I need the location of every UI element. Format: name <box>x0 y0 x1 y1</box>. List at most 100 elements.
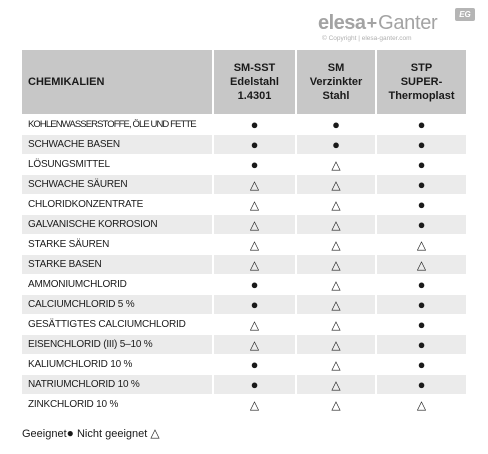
rating-sm: ● <box>295 134 376 155</box>
rating-sm: △ <box>295 294 376 315</box>
rating-sm: ● <box>295 114 376 135</box>
rating-sm: △ <box>295 274 376 295</box>
logo-copyright: © Copyright | elesa-ganter.com <box>322 35 412 42</box>
table-row: GESÄTTIGTES CALCIUMCHLORID △ △ ● <box>22 314 466 335</box>
rating-sm: △ <box>295 174 376 195</box>
rating-sm-sst: ● <box>212 114 296 135</box>
chemical-name: AMMONIUMCHLORID <box>22 274 213 295</box>
logo-badge: EG <box>455 8 475 21</box>
legend-suitable-label: Geeignet <box>22 428 67 440</box>
rating-stp: ● <box>375 354 466 375</box>
logo-brand-right: Ganter <box>378 12 438 34</box>
elesa-ganter-logo: elesa+Ganter EG © Copyright | elesa-gant… <box>318 8 478 48</box>
rating-stp: ● <box>375 154 466 175</box>
rating-sm-sst: ● <box>212 374 296 395</box>
chemical-name: GESÄTTIGTES CALCIUMCHLORID <box>22 314 213 335</box>
rating-stp: △ <box>375 394 466 414</box>
rating-sm: △ <box>295 374 376 395</box>
logo-brand-left: elesa <box>318 12 366 34</box>
rating-sm-sst: ● <box>212 274 296 295</box>
rating-stp: ● <box>375 214 466 235</box>
header-sm-sst-line: 1.4301 <box>237 90 272 102</box>
legend-unsuitable-label: Nicht geeignet <box>76 428 148 440</box>
rating-stp: ● <box>375 294 466 315</box>
rating-sm-sst: ● <box>212 134 296 155</box>
chemical-name: STARKE SÄUREN <box>22 234 213 255</box>
rating-stp: △ <box>375 234 466 255</box>
table-row: NATRIUMCHLORID 10 % ● △ ● <box>22 374 466 395</box>
header-sm-sst-line: Edelstahl <box>230 76 279 88</box>
chemical-name: LÖSUNGSMITTEL <box>22 154 213 175</box>
header-sm-line: Stahl <box>322 90 350 102</box>
table-row: SCHWACHE SÄUREN △ △ ● <box>22 174 466 195</box>
chemical-name: EISENCHLORID (III) 5–10 % <box>22 334 213 355</box>
rating-sm-sst: △ <box>212 334 296 355</box>
chemical-name: ZINKCHLORID 10 % <box>22 394 213 414</box>
header-stp: STP SUPER- Thermoplast <box>375 50 466 115</box>
table-header-row: CHEMIKALIEN SM-SST Edelstahl 1.4301 SM V… <box>22 50 466 115</box>
chemical-name: STARKE BASEN <box>22 254 213 275</box>
rating-sm-sst: △ <box>212 254 296 275</box>
rating-sm: △ <box>295 214 376 235</box>
rating-sm: △ <box>295 194 376 215</box>
chemical-name: KOHLENWASSERSTOFFE, ÖLE UND FETTE <box>22 114 213 135</box>
chemical-name: KALIUMCHLORID 10 % <box>22 354 213 375</box>
legend-suitable-icon: ● <box>66 426 74 440</box>
table-row: CHLORIDKONZENTRATE △ △ ● <box>22 194 466 215</box>
rating-sm: △ <box>295 394 376 414</box>
chemical-name: SCHWACHE BASEN <box>22 134 213 155</box>
chemical-name: GALVANISCHE KORROSION <box>22 214 213 235</box>
table-row: CALCIUMCHLORID 5 % ● △ ● <box>22 294 466 315</box>
rating-sm-sst: ● <box>212 354 296 375</box>
rating-stp: ● <box>375 274 466 295</box>
rating-sm: △ <box>295 354 376 375</box>
rating-stp: ● <box>375 194 466 215</box>
rating-stp: ● <box>375 114 466 135</box>
legend: Geeignet● Nicht geeignet △ <box>22 426 160 440</box>
rating-sm: △ <box>295 334 376 355</box>
rating-stp: ● <box>375 374 466 395</box>
table-row: SCHWACHE BASEN ● ● ● <box>22 134 466 155</box>
chemical-name: SCHWACHE SÄUREN <box>22 174 213 195</box>
header-stp-line: SUPER- <box>400 76 443 88</box>
table-row: LÖSUNGSMITTEL ● △ ● <box>22 154 466 175</box>
rating-sm-sst: ● <box>212 154 296 175</box>
legend-unsuitable-icon: △ <box>150 426 160 440</box>
rating-sm-sst: △ <box>212 174 296 195</box>
rating-sm-sst: △ <box>212 234 296 255</box>
table-row: GALVANISCHE KORROSION △ △ ● <box>22 214 466 235</box>
rating-sm-sst: △ <box>212 214 296 235</box>
rating-sm: △ <box>295 234 376 255</box>
rating-stp: ● <box>375 134 466 155</box>
header-sm-line: Verzinkter <box>309 76 363 88</box>
chemical-name: NATRIUMCHLORID 10 % <box>22 374 213 395</box>
header-sm-line: SM <box>327 62 345 74</box>
header-sm: SM Verzinkter Stahl <box>295 50 376 115</box>
rating-sm: △ <box>295 154 376 175</box>
rating-stp: △ <box>375 254 466 275</box>
header-stp-line: Thermoplast <box>388 90 455 102</box>
rating-stp: ● <box>375 314 466 335</box>
table-body: KOHLENWASSERSTOFFE, ÖLE UND FETTE ● ● ● SCHW… <box>22 114 466 414</box>
logo-plus: + <box>366 13 378 33</box>
table-row: EISENCHLORID (III) 5–10 % △ △ ● <box>22 334 466 355</box>
header-sm-sst: SM-SST Edelstahl 1.4301 <box>212 50 296 115</box>
rating-sm: △ <box>295 314 376 335</box>
rating-stp: ● <box>375 174 466 195</box>
table-row: ZINKCHLORID 10 % △ △ △ <box>22 394 466 414</box>
header-sm-sst-line: SM-SST <box>233 62 276 74</box>
rating-sm-sst: △ <box>212 314 296 335</box>
rating-sm: △ <box>295 254 376 275</box>
rating-stp: ● <box>375 334 466 355</box>
table-row: STARKE BASEN △ △ △ <box>22 254 466 275</box>
chemical-resistance-table: CHEMIKALIEN SM-SST Edelstahl 1.4301 SM V… <box>22 50 466 414</box>
chemical-name: CALCIUMCHLORID 5 % <box>22 294 213 315</box>
rating-sm-sst: △ <box>212 194 296 215</box>
rating-sm-sst: ● <box>212 294 296 315</box>
header-stp-line: STP <box>410 62 433 74</box>
chemical-name: CHLORIDKONZENTRATE <box>22 194 213 215</box>
table-row: KOHLENWASSERSTOFFE, ÖLE UND FETTE ● ● ● <box>22 114 466 135</box>
table-row: AMMONIUMCHLORID ● △ ● <box>22 274 466 295</box>
table-row: KALIUMCHLORID 10 % ● △ ● <box>22 354 466 375</box>
table-row: STARKE SÄUREN △ △ △ <box>22 234 466 255</box>
